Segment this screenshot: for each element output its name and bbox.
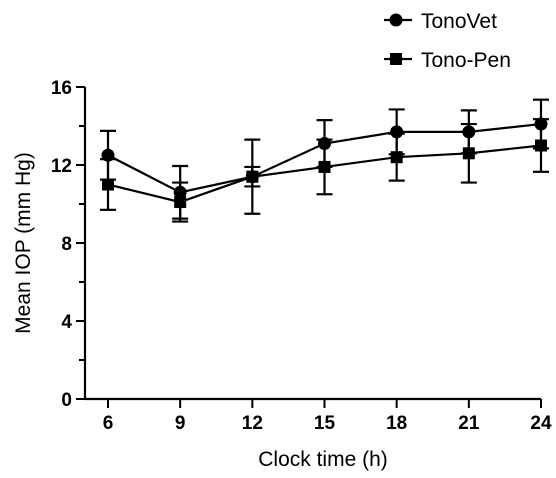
data-point-circle	[390, 125, 404, 139]
x-tick-label: 12	[242, 413, 263, 434]
data-point-square	[246, 170, 259, 183]
legend-item: Tono-Pen	[384, 49, 511, 72]
y-tick-label: 12	[51, 156, 72, 177]
data-point-square	[102, 178, 114, 191]
x-tick-label: 21	[458, 413, 480, 434]
x-tick-label: 18	[386, 413, 407, 434]
data-point-square	[318, 160, 331, 173]
data-point-square	[462, 147, 475, 160]
legend-marker-circle	[389, 13, 403, 27]
legend: TonoVet Tono-Pen	[384, 10, 511, 72]
series-tono-pen	[100, 118, 549, 223]
data-point-square	[390, 151, 403, 164]
series-layer	[100, 98, 549, 223]
x-axis-title: Clock time (h)	[258, 448, 388, 471]
data-point-square	[174, 196, 187, 209]
x-tick-label: 15	[314, 413, 336, 434]
data-point-square	[535, 139, 547, 152]
y-tick-label: 8	[61, 234, 72, 255]
x-tick-label: 9	[175, 413, 186, 434]
y-axis-title: Mean IOP (mm Hg)	[12, 152, 35, 334]
x-tick-label: 24	[530, 413, 552, 434]
legend-label: TonoVet	[421, 10, 497, 33]
y-tick-label: 0	[61, 390, 72, 411]
legend-marker-square	[390, 53, 402, 65]
legend-label: Tono-Pen	[421, 49, 511, 72]
x-tick-label: 6	[103, 413, 114, 434]
y-tick-label: 16	[51, 78, 72, 99]
y-tick-label: 4	[61, 312, 72, 333]
legend-item: TonoVet	[384, 10, 497, 33]
ticks: 0 4 8 12 16 6 9 12 15 18 21 24	[51, 78, 552, 434]
